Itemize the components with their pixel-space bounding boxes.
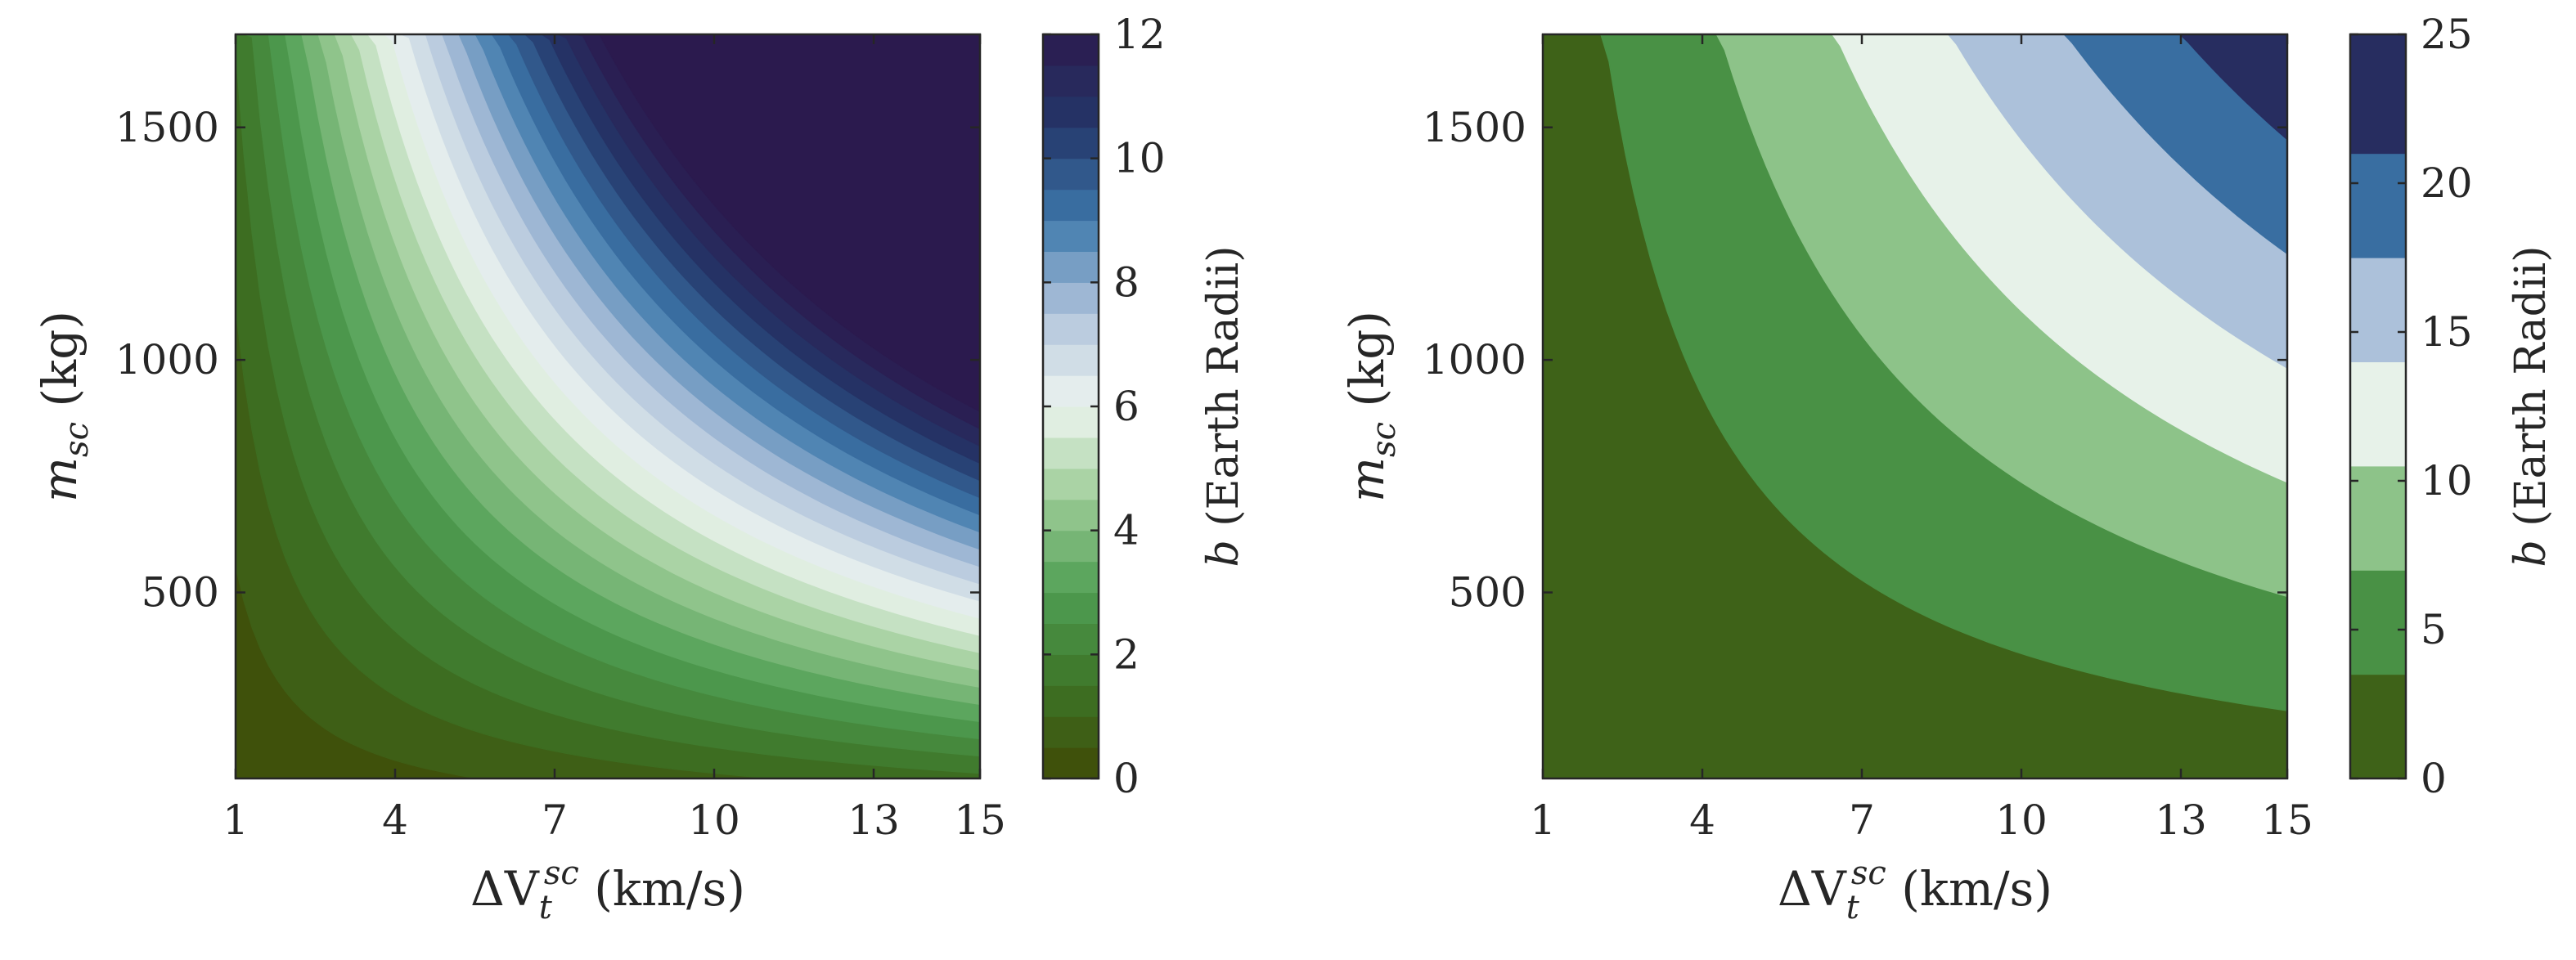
x-axis-label-subscript: t (539, 889, 553, 926)
colorbar-segment (1043, 747, 1099, 779)
colorbar-frame (2349, 33, 2407, 780)
x-axis-label: ΔVtsc (km/s) (1778, 855, 2052, 926)
x-axis-label-unit: (km/s) (579, 861, 745, 917)
colorbar-segment (1043, 716, 1099, 748)
x-tick-label: 1 (223, 796, 249, 844)
colorbar-tick-label: 20 (2421, 159, 2473, 207)
plot-area-frame (234, 33, 982, 780)
y-tick-label: 1500 (115, 104, 219, 151)
colorbar-segment (2350, 465, 2406, 571)
colorbar-tick-label: 6 (1113, 383, 1140, 430)
contour-bands (235, 34, 981, 779)
x-axis-label-superscript: sc (544, 855, 579, 892)
colorbar-segment (1043, 685, 1099, 717)
x-tick-label: 4 (382, 796, 408, 844)
colorbar-segment (1043, 654, 1099, 686)
colorbar-segment (1043, 251, 1099, 283)
colorbar-segment (1043, 34, 1099, 66)
colorbar-tick-label: 5 (2421, 606, 2447, 653)
x-tick-label: 10 (688, 796, 740, 844)
colorbar-label: b (Earth Radii) (1199, 245, 1248, 567)
colorbar-segment (2350, 361, 2406, 467)
colorbar-tick-label: 12 (1113, 11, 1166, 58)
contour-bands (1542, 34, 2288, 779)
plot-area-frame (1541, 33, 2289, 780)
colorbar-segment (2350, 674, 2406, 779)
x-tick-label: 10 (1995, 796, 2048, 844)
colorbar-segment (2350, 34, 2406, 155)
y-axis-label-unit: (kg) (32, 311, 88, 422)
x-axis-label-var: ΔV (1778, 861, 1847, 917)
colorbar-segment (1043, 282, 1099, 314)
y-tick-label: 1500 (1423, 104, 1526, 151)
y-axis-label-unit: (kg) (1339, 311, 1395, 422)
colorbar-segment (1043, 468, 1099, 500)
x-axis-label-unit: (km/s) (1886, 861, 2052, 917)
y-axis-label: msc (kg) (1339, 311, 1403, 502)
x-tick-label: 1 (1530, 796, 1556, 844)
colorbar-tick-label: 10 (2421, 457, 2473, 505)
colorbar-segment (1043, 499, 1099, 532)
colorbar-segment (1043, 592, 1099, 625)
colorbar-tick-label: 2 (1113, 630, 1140, 678)
colorbar-label-var: b (1199, 540, 1248, 567)
colorbar-segment (1043, 127, 1099, 159)
colorbar-tick-label: 0 (1113, 755, 1140, 802)
y-axis-label: msc (kg) (32, 311, 96, 502)
colorbar-segment (1043, 561, 1099, 594)
colorbar-segment (1043, 158, 1099, 191)
colorbar-segment (1043, 96, 1099, 128)
colorbar-segment (1043, 189, 1099, 222)
colorbar-segment (2350, 258, 2406, 362)
x-tick-label: 15 (2261, 796, 2313, 844)
x-tick-label: 13 (2155, 796, 2207, 844)
colorbar-tick-label: 8 (1113, 258, 1140, 306)
colorbar-tick-label: 25 (2421, 11, 2473, 58)
colorbar-label-var: b (2506, 540, 2556, 567)
colorbar-segment (2350, 153, 2406, 258)
colorbar-tick-label: 10 (1113, 135, 1166, 182)
colorbar-tick-label: 0 (2421, 755, 2447, 802)
colorbar: 0 5 10 15 20 25 b (Earth Radii) (2349, 11, 2556, 802)
colorbar-label-unit: (Earth Radii) (2506, 245, 2556, 540)
colorbar-segment (1043, 623, 1099, 655)
y-tick-label: 1000 (115, 336, 219, 384)
colorbar-label-unit: (Earth Radii) (1199, 245, 1248, 540)
y-axis-label-var: m (32, 457, 88, 502)
colorbar-label: b (Earth Radii) (2506, 245, 2556, 567)
colorbar-segment (1043, 437, 1099, 469)
x-tick-label: 7 (1849, 796, 1875, 844)
y-axis-label-subscript: sc (58, 422, 96, 457)
colorbar-segment (2350, 570, 2406, 675)
x-axis-label-superscript: sc (1851, 855, 1886, 892)
colorbar-segment (1043, 220, 1099, 253)
colorbar-segment (1043, 65, 1099, 97)
colorbar-segment (1043, 406, 1099, 438)
x-axis-label: ΔVtsc (km/s) (470, 855, 745, 926)
colorbar-segment (1043, 375, 1099, 407)
x-tick-label: 13 (847, 796, 900, 844)
y-tick-label: 500 (142, 569, 219, 617)
y-tick-label: 500 (1449, 569, 1526, 617)
colorbar-segment (1043, 344, 1099, 376)
colorbar-tick-label: 15 (2421, 308, 2473, 356)
x-tick-label: 15 (954, 796, 1006, 844)
y-tick-label: 1000 (1423, 336, 1526, 384)
x-axis-label-var: ΔV (470, 861, 540, 917)
x-tick-label: 7 (542, 796, 568, 844)
colorbar-segment (1043, 313, 1099, 345)
x-axis-label-subscript: t (1846, 889, 1860, 926)
y-axis-label-var: m (1339, 457, 1395, 502)
colorbar: 0 2 4 6 8 10 12 b (Earth Radii) (1041, 11, 1248, 802)
colorbar-tick-label: 4 (1113, 507, 1140, 554)
y-axis-label-subscript: sc (1365, 422, 1403, 457)
colorbar-segment (1043, 530, 1099, 563)
x-tick-label: 4 (1689, 796, 1715, 844)
